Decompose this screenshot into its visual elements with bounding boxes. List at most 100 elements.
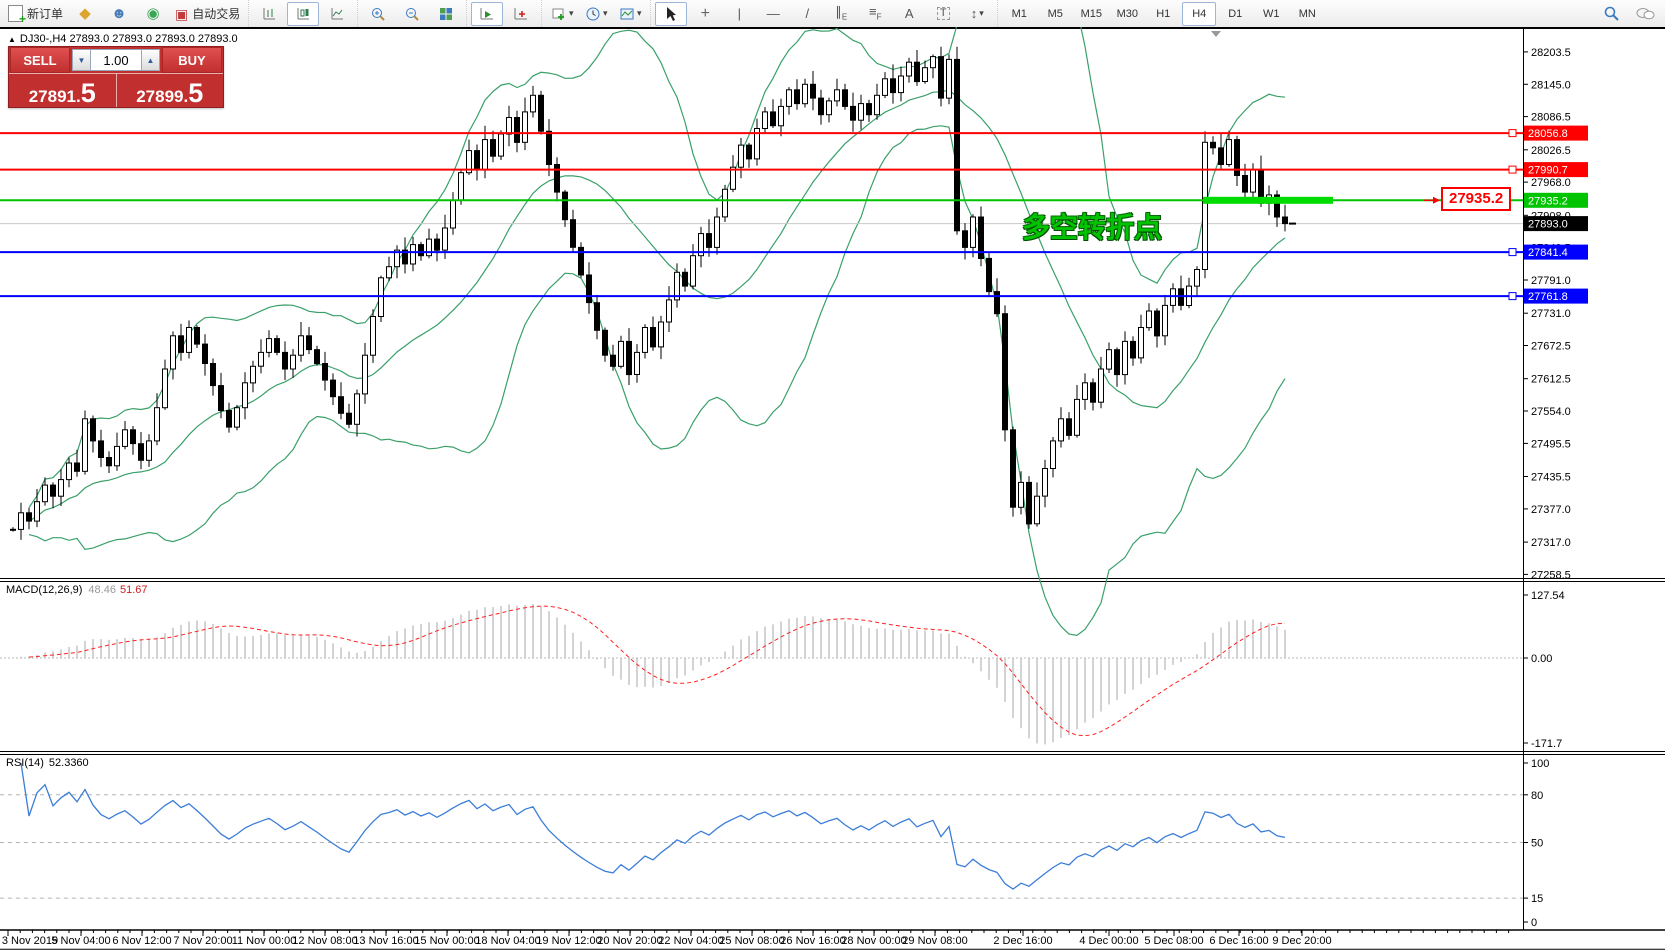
dropdown-caret: ▾ xyxy=(637,8,642,18)
tab-timeframe-H4[interactable]: H4 xyxy=(1182,1,1217,26)
toolbar-group-objects: + | — / ∥E ≡F A T ↕ ▾ xyxy=(650,0,997,27)
toolbar-group-scroll xyxy=(466,0,541,27)
channel-icon: ∥E xyxy=(835,4,848,22)
chat-button[interactable] xyxy=(1629,2,1661,26)
dropdown-caret: ▾ xyxy=(569,8,574,18)
volume-increase-button[interactable]: ▲ xyxy=(141,49,160,71)
trendline-button[interactable]: / xyxy=(791,2,823,26)
tile-windows-button[interactable] xyxy=(430,2,462,26)
tile-windows-icon xyxy=(440,7,453,20)
toolbar-group-timeframes: M1 M5 M15 M30 H1 H4 D1 W1 MN xyxy=(997,0,1328,27)
svg-text:9 Dec 20:00: 9 Dec 20:00 xyxy=(1272,935,1331,947)
svg-text:29 Nov 08:00: 29 Nov 08:00 xyxy=(902,935,967,947)
svg-text:27612.5: 27612.5 xyxy=(1531,374,1571,386)
templates-icon xyxy=(620,8,634,19)
templates-button[interactable]: ▾ xyxy=(614,2,646,26)
line-chart-button[interactable] xyxy=(321,2,353,26)
arrows-button[interactable]: ↕ ▾ xyxy=(961,2,993,26)
svg-text:5 Dec 08:00: 5 Dec 08:00 xyxy=(1144,935,1203,947)
price-callout-label[interactable]: 27935.2 xyxy=(1441,187,1512,211)
tab-timeframe-M30[interactable]: M30 xyxy=(1116,7,1138,20)
arrows-icon: ↕ xyxy=(970,6,978,21)
svg-text:15: 15 xyxy=(1531,893,1543,905)
auto-trading-button[interactable]: ▣ 自动交易 xyxy=(171,2,244,26)
bar-chart-button[interactable] xyxy=(253,2,285,26)
macd-panel: 127.54 0.00 -171.7 xyxy=(0,590,1565,750)
svg-text:22 Nov 04:00: 22 Nov 04:00 xyxy=(658,935,723,947)
svg-text:50: 50 xyxy=(1531,838,1543,850)
tab-timeframe-M15[interactable]: M15 xyxy=(1080,7,1102,20)
account-button[interactable]: ☻ xyxy=(103,2,135,26)
sell-price-dot: . xyxy=(76,87,81,106)
gem-button[interactable]: ◆ xyxy=(69,2,101,26)
buy-price[interactable]: 27899. 5 xyxy=(117,74,224,107)
buy-price-dot: . xyxy=(183,87,189,106)
new-order-button[interactable]: + 新订单 xyxy=(4,2,67,26)
text-button[interactable]: A xyxy=(893,2,925,26)
svg-text:27990.7: 27990.7 xyxy=(1528,165,1568,177)
search-icon xyxy=(1604,6,1619,21)
svg-text:7 Nov 20:00: 7 Nov 20:00 xyxy=(173,935,232,947)
volume-input[interactable]: 1.00 xyxy=(91,49,141,71)
svg-text:20 Nov 20:00: 20 Nov 20:00 xyxy=(597,935,662,947)
svg-text:27935.2: 27935.2 xyxy=(1528,195,1568,207)
chart-symbol-title[interactable]: ▲ DJ30-,H4 27893.0 27893.0 27893.0 27893.… xyxy=(8,33,238,45)
svg-text:27968.0: 27968.0 xyxy=(1531,177,1571,189)
svg-text:100: 100 xyxy=(1531,758,1549,770)
vertical-line-button[interactable]: | xyxy=(723,2,755,26)
text-icon: A xyxy=(904,6,914,21)
fibonacci-button[interactable]: ≡F xyxy=(859,2,891,26)
toolbar-group-trade: + 新订单 ◆ ☻ ◉ ▣ 自动交易 xyxy=(0,0,248,27)
toolbar: + 新订单 ◆ ☻ ◉ ▣ 自动交易 xyxy=(0,0,1665,27)
svg-text:4 Dec 00:00: 4 Dec 00:00 xyxy=(1079,935,1138,947)
svg-text:6 Dec 16:00: 6 Dec 16:00 xyxy=(1209,935,1268,947)
tab-timeframe-D1[interactable]: D1 xyxy=(1228,7,1243,20)
tab-timeframe-M1[interactable]: M1 xyxy=(1011,7,1027,20)
crosshair-button[interactable]: + xyxy=(689,2,721,26)
svg-text:3 Nov 2019: 3 Nov 2019 xyxy=(2,935,58,947)
price-axis: 28203.528145.028086.528026.527968.027908… xyxy=(1523,47,1588,581)
new-order-icon: + xyxy=(8,5,26,25)
sell-button[interactable]: SELL xyxy=(10,47,70,73)
search-button[interactable] xyxy=(1595,2,1627,26)
volume-decrease-button[interactable]: ▼ xyxy=(72,49,91,71)
channel-button[interactable]: ∥E xyxy=(825,2,857,26)
dropdown-caret: ▾ xyxy=(603,8,608,18)
tab-timeframe-M5[interactable]: M5 xyxy=(1047,7,1063,20)
svg-text:27841.4: 27841.4 xyxy=(1528,247,1568,259)
zoom-out-icon xyxy=(406,7,419,21)
toolbar-group-chart-type xyxy=(248,0,357,27)
chart-annotation-text[interactable]: 多空转折点 xyxy=(1022,212,1163,243)
collapse-arrow-icon[interactable]: ▲ xyxy=(8,35,16,44)
tab-timeframe-H1[interactable]: H1 xyxy=(1156,7,1171,20)
zoom-in-button[interactable] xyxy=(362,2,394,26)
buy-button[interactable]: BUY xyxy=(162,47,222,73)
signals-icon: ◉ xyxy=(146,5,160,22)
auto-scroll-button[interactable] xyxy=(471,1,504,26)
signals-button[interactable]: ◉ xyxy=(137,2,169,26)
tab-timeframe-MN[interactable]: MN xyxy=(1298,7,1316,20)
svg-text:28026.5: 28026.5 xyxy=(1531,145,1571,157)
zoom-out-button[interactable] xyxy=(396,2,428,26)
svg-text:27377.0: 27377.0 xyxy=(1531,504,1571,516)
candle-chart-icon xyxy=(297,7,310,19)
macd-value-signal: 51.67 xyxy=(119,584,148,596)
text-label-button[interactable]: T xyxy=(927,2,959,26)
svg-text:27672.5: 27672.5 xyxy=(1531,341,1571,353)
symbol-ohlc-text: DJ30-,H4 27893.0 27893.0 27893.0 27893.0 xyxy=(19,33,238,45)
chart-shift-button[interactable] xyxy=(505,2,537,26)
fibonacci-icon: ≡F xyxy=(869,4,882,22)
svg-text:27893.0: 27893.0 xyxy=(1528,219,1568,231)
svg-text:13 Nov 16:00: 13 Nov 16:00 xyxy=(353,935,418,947)
periods-button[interactable]: ▾ xyxy=(580,2,612,26)
new-chart-button[interactable]: ▾ xyxy=(546,2,578,26)
svg-text:27435.5: 27435.5 xyxy=(1531,472,1571,484)
sell-price[interactable]: 27891. 5 xyxy=(9,74,117,107)
candle-chart-button[interactable] xyxy=(287,1,320,26)
tab-timeframe-W1[interactable]: W1 xyxy=(1263,7,1280,20)
trade-controls-row: SELL ▼ 1.00 ▲ BUY xyxy=(9,47,223,74)
cursor-button[interactable] xyxy=(655,1,688,26)
horizontal-line-button[interactable]: — xyxy=(757,2,789,26)
